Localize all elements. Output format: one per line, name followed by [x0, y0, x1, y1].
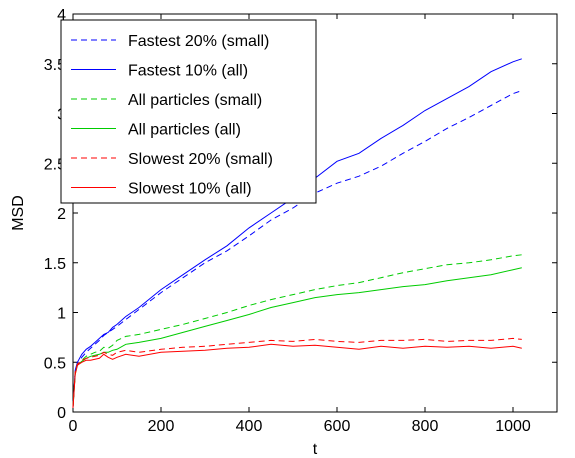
x-axis-label: t: [313, 441, 318, 458]
x-tick-label: 200: [148, 418, 175, 435]
legend-label: Fastest 10% (all): [128, 63, 248, 80]
legend-box: [60, 19, 317, 204]
y-tick-label: 4: [57, 7, 66, 24]
x-tick-label: 1000: [495, 418, 531, 435]
legend-label: Fastest 20% (small): [128, 33, 269, 50]
legend-label: Slowest 10% (all): [128, 181, 252, 198]
y-tick-label: 1.5: [44, 256, 66, 273]
series-line-1: [72, 90, 522, 408]
y-tick-label: 0.5: [44, 355, 66, 372]
legend: Fastest 20% (small) Fastest 10% (all) All …: [60, 19, 317, 204]
legend-label: Slowest 20% (small): [128, 151, 273, 168]
series-line-2: [72, 58, 522, 408]
legend-label: All particles (all): [128, 122, 241, 139]
x-tick-label: 600: [324, 418, 351, 435]
series-line-5: [72, 337, 522, 408]
x-tick-label: 400: [236, 418, 263, 435]
x-tick-label: 0: [69, 418, 78, 435]
y-tick-label: 1: [57, 306, 66, 323]
series-line-3: [72, 254, 522, 408]
series-layer: [72, 58, 522, 409]
legend-label: All particles (small): [128, 92, 262, 109]
y-axis-label: MSD: [10, 195, 27, 231]
y-tick-label: 0: [57, 405, 66, 422]
y-tick-label: 2: [57, 206, 66, 223]
series-line-6: [72, 343, 522, 409]
x-tick-label: 800: [412, 418, 439, 435]
series-line-4: [72, 267, 522, 408]
